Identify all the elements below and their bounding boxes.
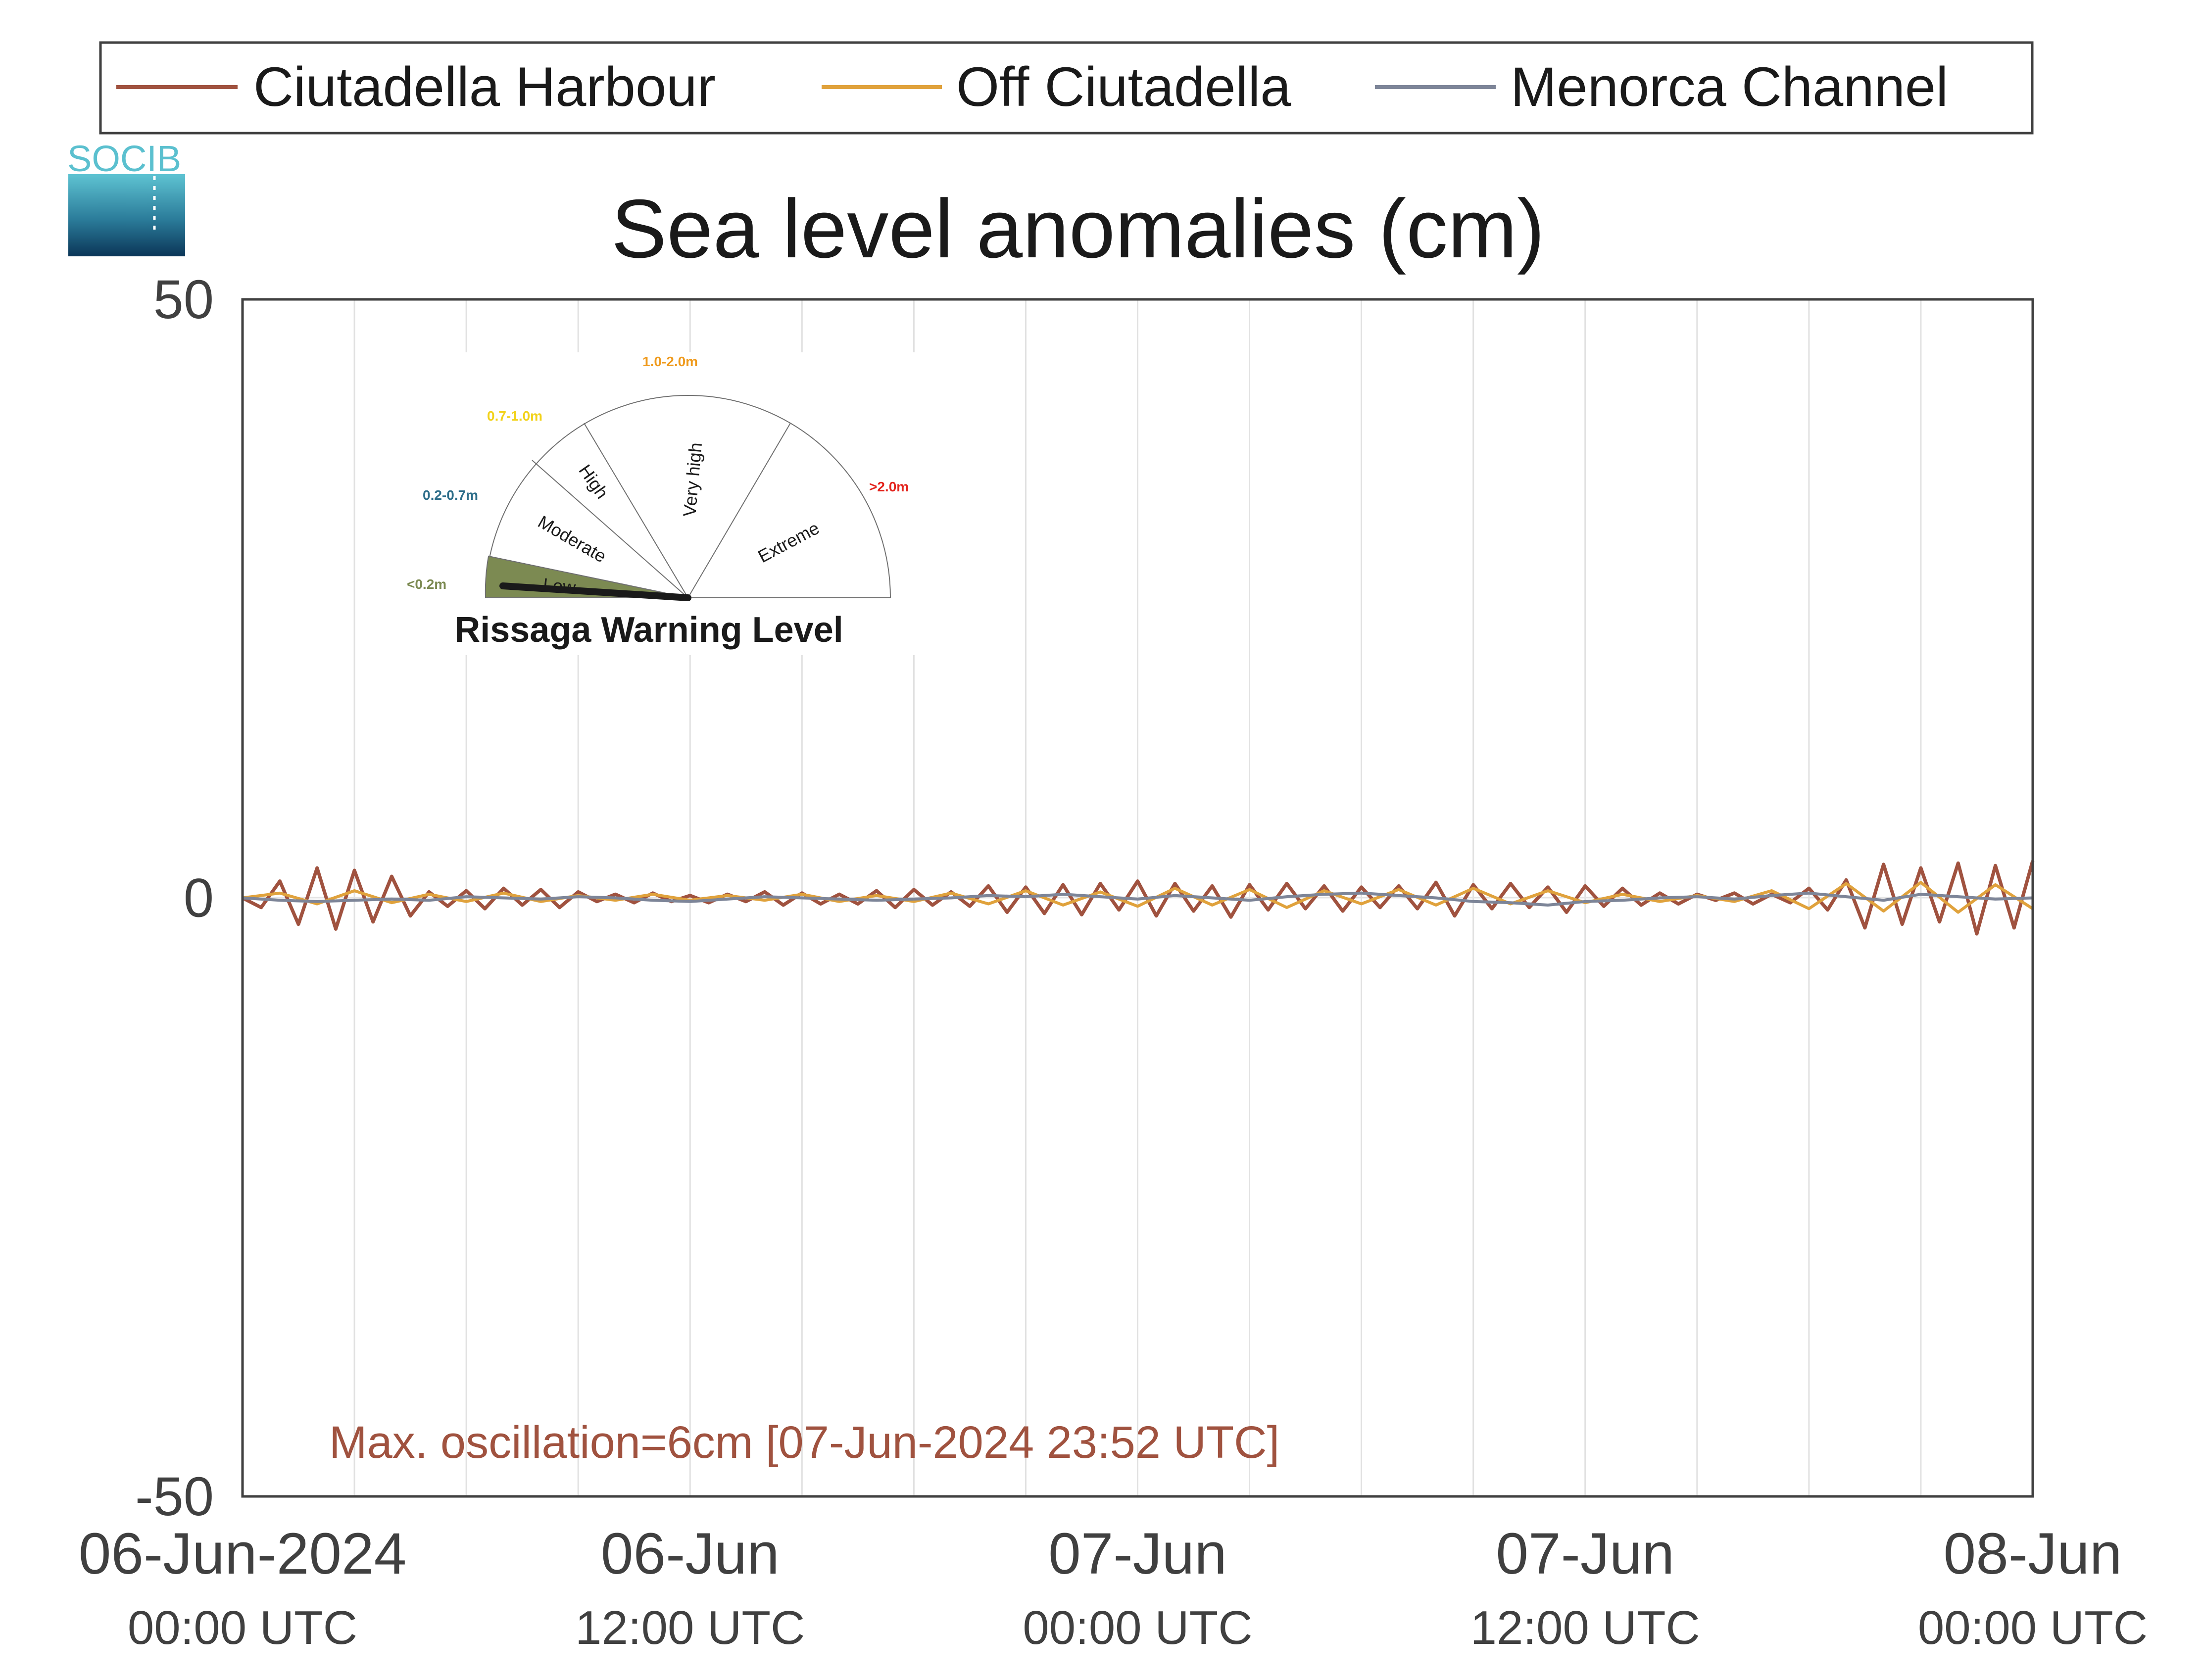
rissaga-gauge: <0.2m 0.2-0.7m 0.7-1.0m 1.0-2.0m >2.0m L… [407,352,925,655]
gauge-title: Rissaga Warning Level [454,610,843,650]
y-tick-label: -50 [135,1466,214,1527]
gauge-range-moderate: 0.2-0.7m [423,487,478,503]
x-tick-date-label: 07-Jun [1048,1521,1227,1586]
x-tick-date-label: 08-Jun [1944,1521,2122,1586]
gauge-divider-4 [687,423,791,598]
gauge-range-low: <0.2m [407,576,446,592]
series-line-ciutadella-harbour [242,860,2035,936]
y-axis: 50 0 -50 [135,269,214,1527]
legend-label-off-ciutadella: Off Ciutadella [956,56,1291,118]
gauge-range-very-high: 1.0-2.0m [642,354,698,369]
logo-text: SOCIB [67,138,181,179]
y-tick-label: 0 [184,868,214,929]
series-layer [242,860,2035,936]
legend-box [99,41,2034,135]
x-tick-time-label: 00:00 UTC [1023,1601,1252,1654]
x-tick-time-label: 12:00 UTC [1470,1601,1700,1654]
legend: Ciutadella Harbour Off Ciutadella Menorc… [99,41,2034,135]
x-tick-date-label: 06-Jun-2024 [79,1521,407,1586]
gauge-divider-3 [584,423,688,598]
y-tick-label: 50 [153,269,214,330]
x-tick-time-label: 00:00 UTC [128,1601,357,1654]
logo-block [68,174,185,256]
legend-label-menorca-channel: Menorca Channel [1511,56,1948,118]
max-oscillation-annotation: Max. oscillation=6cm [07-Jun-2024 23:52 … [329,1417,1279,1468]
socib-logo: SOCIB [67,138,185,256]
x-axis: 06-Jun-2024 00:00 UTC 06-Jun 12:00 UTC 07-Ju… [79,1521,2148,1654]
gauge-range-high: 0.7-1.0m [487,408,542,424]
gauge-divider-2 [532,460,688,598]
gauge-outline [485,395,891,598]
chart-title: Sea level anomalies (cm) [611,182,1545,275]
x-tick-time-label: 00:00 UTC [1918,1601,2148,1654]
series-line-menorca-channel [242,891,2033,907]
x-tick-date-label: 06-Jun [601,1521,780,1586]
plot-frame [241,298,2034,1498]
legend-label-ciutadella-harbour: Ciutadella Harbour [253,56,716,118]
x-tick-date-label: 07-Jun [1496,1521,1674,1586]
x-tick-time-label: 12:00 UTC [575,1601,805,1654]
gauge-range-extreme: >2.0m [869,479,909,494]
gauge-divider-1 [488,556,688,598]
series-line-off-ciutadella [242,881,2034,914]
gauge-needle [499,582,691,601]
